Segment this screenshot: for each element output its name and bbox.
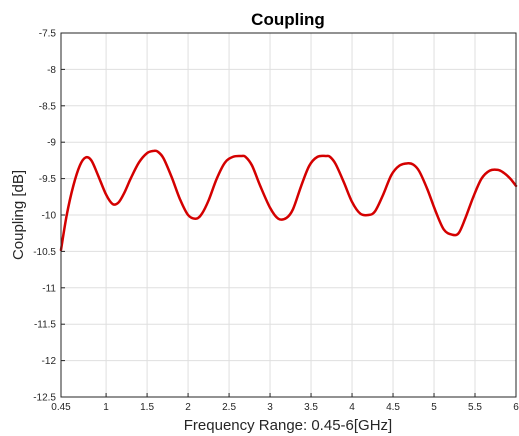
y-tick-label: -9.5 — [39, 174, 57, 185]
y-tick-label: -8.5 — [39, 101, 57, 112]
x-tick-label: 2 — [185, 402, 191, 413]
axis-ticks: 0.45 1 1.5 2 2.5 3 3.5 4 4.5 5 5.5 6 -7.5 -8 -8.5 -9 -9.… — [33, 29, 519, 414]
chart-title: Coupling — [251, 10, 325, 29]
y-tick-label: -10.5 — [33, 247, 56, 258]
x-axis-label: Frequency Range: 0.45-6[GHz] — [184, 417, 392, 434]
y-tick-label: -10 — [42, 211, 57, 222]
coupling-series-line — [59, 149, 518, 252]
x-tick-label: 3.5 — [304, 402, 318, 413]
x-tick-label: 5 — [431, 402, 437, 413]
y-tick-label: -11 — [42, 283, 56, 294]
x-tick-label: 4.5 — [386, 402, 400, 413]
y-tick-label: -12.5 — [33, 393, 56, 404]
y-tick-label: -8 — [47, 65, 56, 76]
x-tick-label: 1.5 — [140, 402, 154, 413]
y-tick-label: -9 — [47, 138, 56, 149]
x-tick-label: 2.5 — [222, 402, 236, 413]
y-axis-label: Coupling [dB] — [10, 170, 27, 260]
x-tick-label: 3 — [267, 402, 273, 413]
x-tick-label: 5.5 — [468, 402, 482, 413]
x-tick-label: 4 — [349, 402, 355, 413]
x-tick-label: 6 — [513, 402, 519, 413]
y-tick-label: -12 — [42, 356, 57, 367]
x-tick-label: 0.45 — [51, 402, 71, 413]
x-tick-label: 1 — [103, 402, 109, 413]
y-tick-label: -11.5 — [34, 320, 56, 331]
plot-lines — [59, 149, 518, 252]
y-tick-label: -7.5 — [39, 29, 57, 40]
